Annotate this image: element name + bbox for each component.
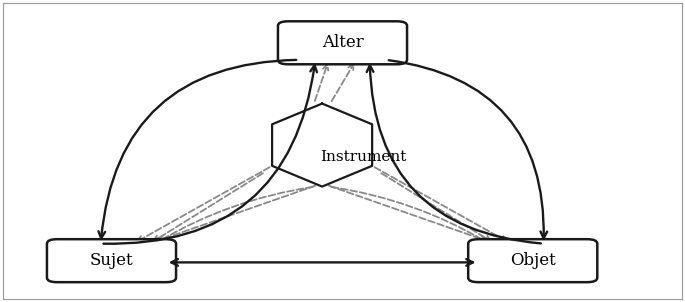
Text: Sujet: Sujet — [90, 252, 134, 269]
FancyBboxPatch shape — [47, 239, 176, 282]
Text: Alter: Alter — [322, 34, 363, 51]
Text: Instrument: Instrument — [320, 150, 406, 164]
FancyBboxPatch shape — [468, 239, 597, 282]
FancyBboxPatch shape — [278, 21, 407, 64]
Text: Objet: Objet — [510, 252, 556, 269]
Polygon shape — [272, 104, 372, 187]
